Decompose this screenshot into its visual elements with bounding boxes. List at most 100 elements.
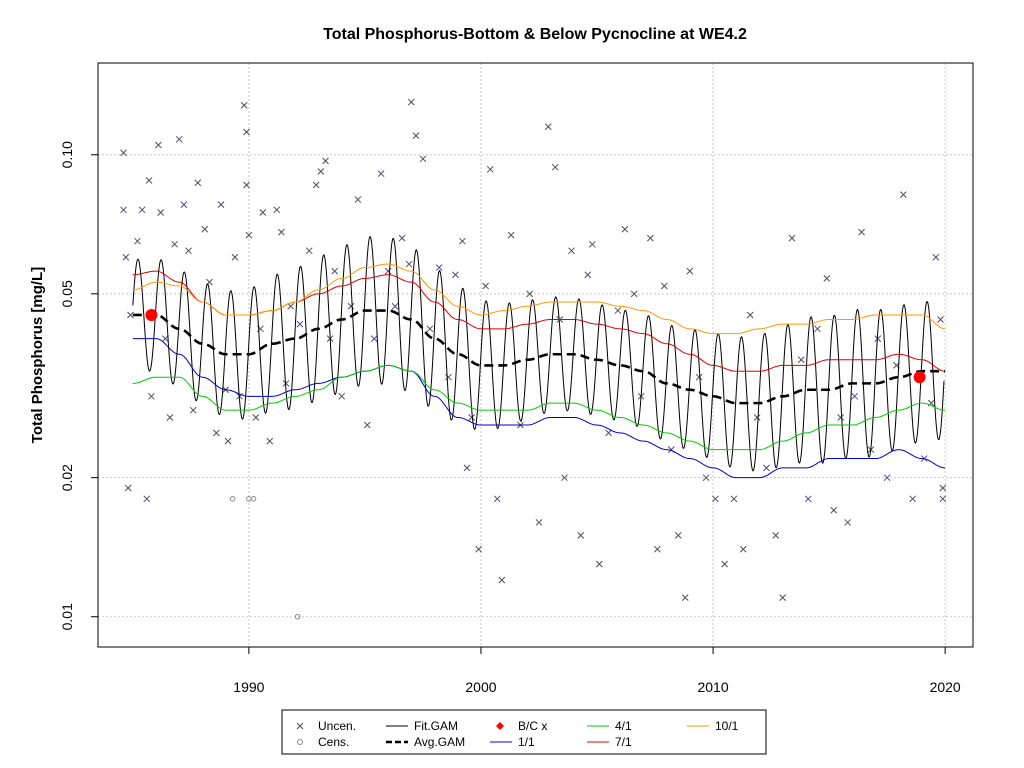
uncensored-point bbox=[493, 495, 501, 503]
uncensored-point bbox=[900, 191, 907, 198]
bc-point bbox=[913, 371, 926, 384]
y-tick-label: 0.02 bbox=[59, 464, 75, 491]
uncensored-point bbox=[681, 594, 689, 601]
uncensored-point bbox=[266, 437, 274, 445]
uncensored-point bbox=[739, 545, 747, 553]
uncensored-point bbox=[154, 141, 162, 149]
censored-point bbox=[250, 496, 257, 502]
uncensored-point bbox=[909, 495, 917, 503]
uncensored-point bbox=[243, 181, 250, 189]
uncensored-point bbox=[730, 495, 738, 503]
uncensored-point bbox=[595, 560, 603, 568]
uncensored-point bbox=[407, 98, 415, 106]
uncensored-point bbox=[405, 260, 413, 268]
uncensored-point bbox=[157, 209, 165, 216]
uncensored-point bbox=[189, 406, 197, 414]
uncensored-point bbox=[377, 170, 385, 178]
uncensored-point bbox=[851, 392, 858, 400]
y-tick-label: 0.10 bbox=[59, 141, 75, 168]
uncensored-point bbox=[363, 421, 371, 429]
uncensored-point bbox=[788, 234, 796, 242]
uncensored-point bbox=[317, 168, 325, 175]
uncensored-point bbox=[653, 545, 661, 553]
uncensored-point bbox=[937, 316, 944, 323]
uncensored-point bbox=[391, 302, 399, 310]
uncensored-point bbox=[145, 177, 153, 184]
uncensored-point bbox=[939, 484, 947, 492]
uncensored-point bbox=[287, 302, 294, 310]
uncensored-point bbox=[721, 560, 729, 568]
uncensored-point bbox=[459, 237, 466, 245]
uncensored-point bbox=[143, 495, 151, 503]
uncensored-point bbox=[122, 253, 130, 261]
censored-point bbox=[294, 613, 301, 620]
chart-title: Total Phosphorus-Bottom & Below Pycnocli… bbox=[323, 26, 747, 43]
y-axis: 0.01 0.02 0.05 0.10 bbox=[59, 141, 99, 630]
legend-label-p1_1: 1/1 bbox=[518, 735, 535, 749]
legend-label-p7_1: 7/1 bbox=[615, 735, 632, 749]
legend-box bbox=[281, 709, 767, 755]
x-tick-label: 2000 bbox=[465, 679, 496, 695]
avg-gam-line bbox=[132, 309, 946, 405]
uncensored-point bbox=[171, 240, 178, 248]
uncensored-point bbox=[305, 247, 313, 255]
uncensored-point bbox=[419, 155, 427, 163]
uncensored-point bbox=[194, 179, 202, 187]
legend-label-p10_1: 10/1 bbox=[715, 719, 739, 733]
uncensored-point bbox=[482, 282, 489, 290]
uncensored-point bbox=[252, 414, 260, 421]
uncensored-point bbox=[412, 132, 420, 140]
uncensored-point bbox=[779, 594, 787, 601]
uncensored-point bbox=[217, 201, 225, 208]
x-tick-label: 2010 bbox=[697, 679, 728, 695]
uncensored-point bbox=[584, 271, 592, 279]
uncensored-point bbox=[844, 519, 852, 526]
uncensored-point bbox=[568, 247, 575, 255]
legend-label-bc: B/C x bbox=[518, 719, 547, 733]
uncensored-point bbox=[148, 392, 155, 400]
uncensored-point bbox=[577, 532, 585, 539]
legend-label-fit_gam: Fit.GAM bbox=[414, 719, 458, 733]
uncensored-point bbox=[312, 181, 320, 189]
legend-symbol-uncen bbox=[296, 722, 304, 730]
uncensored-point bbox=[124, 484, 132, 492]
uncensored-point bbox=[475, 545, 482, 553]
uncensored-point bbox=[138, 206, 146, 214]
series-1-1-line bbox=[132, 338, 946, 479]
uncensored-point bbox=[231, 253, 239, 261]
uncensored-point bbox=[932, 253, 940, 261]
uncensored-point bbox=[535, 519, 543, 526]
uncensored-point bbox=[712, 495, 719, 503]
uncensored-point bbox=[354, 196, 362, 203]
uncensored-point bbox=[561, 474, 568, 482]
legend-symbol-cens bbox=[297, 739, 303, 745]
gam-lines bbox=[132, 236, 946, 479]
x-axis: 1990 2000 2010 2020 bbox=[233, 646, 961, 695]
uncensored-point bbox=[240, 101, 248, 109]
uncensored-point bbox=[161, 335, 169, 342]
uncensored-point bbox=[322, 157, 329, 165]
series-10-1-line bbox=[132, 263, 946, 335]
uncensored-point bbox=[486, 165, 494, 173]
uncensored-point bbox=[746, 311, 754, 319]
y-axis-label: Total Phosphorus [mg/L] bbox=[29, 267, 46, 443]
uncensored-point bbox=[837, 414, 845, 421]
uncensored-point bbox=[804, 495, 812, 503]
uncensored-point bbox=[445, 373, 452, 381]
uncensored-point bbox=[134, 237, 141, 245]
x-tick-label: 2020 bbox=[930, 679, 961, 695]
uncensored-point bbox=[331, 267, 339, 275]
uncensored-point bbox=[621, 225, 629, 233]
uncensored-point bbox=[213, 429, 220, 437]
uncensored-point bbox=[797, 356, 805, 364]
uncensored-point bbox=[498, 576, 506, 584]
uncensored-point bbox=[823, 275, 831, 282]
uncensored-point bbox=[120, 149, 127, 157]
uncensored-point bbox=[686, 267, 694, 275]
uncensored-point bbox=[243, 128, 250, 136]
uncensored-point bbox=[398, 234, 406, 242]
uncensored-point bbox=[660, 282, 668, 290]
uncensored-point bbox=[452, 271, 459, 279]
bc-point bbox=[145, 308, 158, 321]
